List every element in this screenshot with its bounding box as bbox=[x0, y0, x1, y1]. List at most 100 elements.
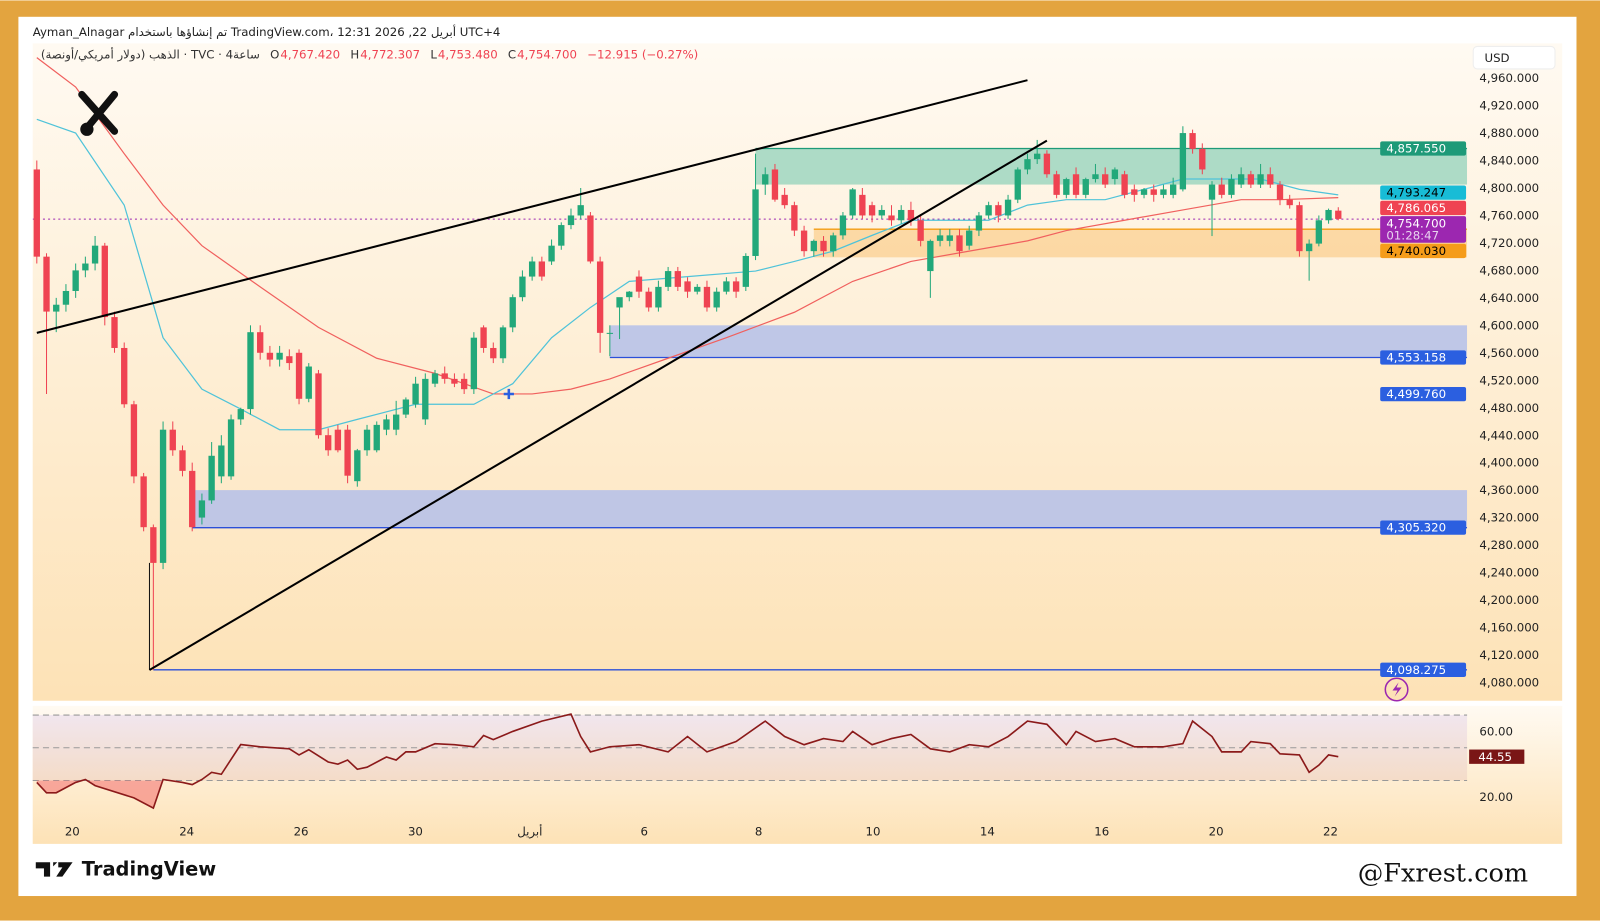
low-label: L bbox=[430, 48, 437, 62]
candle-body bbox=[1315, 220, 1323, 244]
candle bbox=[159, 421, 167, 570]
candle-body bbox=[1063, 179, 1070, 195]
candle-body bbox=[422, 378, 429, 420]
candle bbox=[694, 284, 701, 295]
candle-body bbox=[334, 429, 342, 451]
candle-body bbox=[1082, 179, 1089, 195]
candle bbox=[966, 225, 973, 250]
rsi-line bbox=[36, 713, 1339, 810]
candle bbox=[1150, 184, 1157, 202]
candle-body bbox=[470, 337, 478, 390]
candle-body bbox=[130, 404, 138, 477]
candle bbox=[33, 160, 40, 264]
price-axis-label: 4,360.000 bbox=[1479, 483, 1539, 497]
candle-body bbox=[363, 429, 371, 451]
candle bbox=[927, 239, 934, 298]
price-badge-bg bbox=[1380, 243, 1467, 259]
candle-body bbox=[276, 352, 283, 360]
candle bbox=[140, 472, 147, 532]
alert-icon[interactable] bbox=[1384, 677, 1409, 702]
zone-supply bbox=[755, 148, 1468, 185]
candle-body bbox=[985, 205, 992, 216]
candle bbox=[1335, 207, 1342, 221]
candle bbox=[956, 229, 963, 257]
candle-body bbox=[791, 205, 798, 231]
candle bbox=[325, 428, 332, 456]
candle bbox=[363, 424, 371, 456]
candle bbox=[1092, 163, 1099, 183]
candle bbox=[91, 236, 99, 271]
candle-body bbox=[936, 235, 944, 241]
price-axis-label: 4,560.000 bbox=[1479, 346, 1539, 360]
candle-body bbox=[1092, 174, 1099, 180]
candle bbox=[198, 493, 206, 525]
candle-body bbox=[762, 174, 769, 185]
candle-body bbox=[606, 332, 614, 334]
candle-body bbox=[1247, 174, 1255, 185]
candle bbox=[868, 201, 876, 223]
tradingview-logo-icon bbox=[35, 862, 73, 877]
price-axis-label: 4,440.000 bbox=[1479, 428, 1539, 442]
candle bbox=[1131, 184, 1138, 202]
candle-body bbox=[1257, 174, 1264, 185]
candle bbox=[460, 373, 468, 394]
price-badge-text: 4,740.030 bbox=[1386, 244, 1446, 258]
candle-body bbox=[694, 286, 701, 292]
candle-body bbox=[1189, 133, 1196, 149]
candle-body bbox=[538, 261, 546, 277]
currency-button[interactable]: USD bbox=[1472, 45, 1556, 70]
currency-label: USD bbox=[1484, 51, 1509, 65]
candle-body bbox=[1218, 184, 1225, 195]
cross-marker-icon bbox=[503, 388, 514, 400]
candle-body bbox=[101, 245, 108, 318]
candle bbox=[674, 266, 681, 291]
candle-body bbox=[431, 373, 439, 384]
countdown-text: 01:28:47 bbox=[1386, 229, 1439, 243]
candle bbox=[1082, 177, 1089, 199]
candle bbox=[305, 363, 312, 403]
candle-body bbox=[1276, 184, 1284, 200]
candle-body bbox=[995, 205, 1002, 216]
candle-body bbox=[907, 209, 915, 221]
candle bbox=[538, 256, 546, 281]
candle bbox=[1237, 167, 1245, 188]
price-pane bbox=[32, 43, 1563, 701]
candle-body bbox=[567, 215, 575, 226]
open-label: O bbox=[270, 48, 279, 62]
candle bbox=[1276, 181, 1284, 206]
candle-body bbox=[732, 281, 740, 292]
price-axis-label: 4,280.000 bbox=[1479, 538, 1539, 552]
price-axis-label: 4,840.000 bbox=[1479, 154, 1539, 168]
candle-body bbox=[1140, 189, 1148, 195]
price-badge-text: 4,793.247 bbox=[1386, 186, 1446, 200]
candle bbox=[189, 462, 196, 532]
candle bbox=[480, 325, 487, 353]
candle bbox=[1315, 215, 1323, 247]
candle bbox=[548, 239, 555, 265]
candle bbox=[111, 311, 118, 353]
candle-body bbox=[1160, 189, 1167, 195]
price-badge-text: 4,305.320 bbox=[1386, 521, 1446, 535]
candle-body bbox=[548, 245, 555, 262]
candle bbox=[1189, 129, 1196, 154]
candle-body bbox=[577, 205, 584, 216]
candle bbox=[703, 280, 711, 312]
candle bbox=[53, 297, 60, 333]
candle-body bbox=[1014, 169, 1021, 200]
price-axis-label: 4,640.000 bbox=[1479, 291, 1539, 305]
price-badge-text: 4,553.158 bbox=[1386, 351, 1446, 365]
candle-body bbox=[218, 445, 225, 477]
candle bbox=[713, 287, 720, 312]
price-badge: 4,786.065 bbox=[1380, 200, 1467, 216]
price-axis-label: 4,760.000 bbox=[1479, 209, 1539, 223]
candle-body bbox=[1111, 169, 1119, 180]
candle-body bbox=[626, 291, 633, 298]
candle bbox=[237, 407, 244, 425]
time-axis-label: 26 bbox=[294, 825, 309, 839]
candle bbox=[732, 277, 740, 298]
candle bbox=[810, 239, 817, 257]
price-badge-text: 4,786.065 bbox=[1386, 201, 1446, 215]
candle bbox=[247, 325, 254, 415]
candle-body bbox=[140, 476, 147, 528]
price-badge: 4,740.030 bbox=[1380, 243, 1467, 259]
